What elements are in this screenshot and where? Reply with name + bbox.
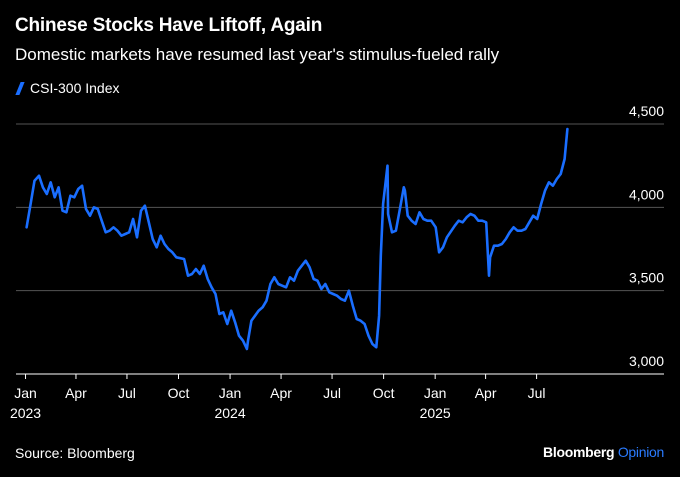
- x-tick-label: Apr: [475, 385, 497, 401]
- x-tick-year-label: 2023: [10, 405, 41, 421]
- series-layer: [25, 127, 569, 351]
- y-tick-label: 4,000: [629, 186, 664, 202]
- x-tick-year-label: 2024: [214, 405, 245, 421]
- x-tick-label: Oct: [373, 385, 395, 401]
- x-tick-year-label: 2025: [420, 405, 451, 421]
- y-tick-label: 3,000: [629, 353, 664, 369]
- series-line-csi-300: [25, 127, 569, 351]
- y-tick-label: 3,500: [629, 270, 664, 286]
- x-tick-label: Oct: [168, 385, 190, 401]
- x-tick-label: Jul: [323, 385, 341, 401]
- x-tick-label: Apr: [270, 385, 292, 401]
- x-tick-label: Jan: [14, 385, 37, 401]
- x-tick-label: Jan: [219, 385, 242, 401]
- x-tick-label: Jul: [528, 385, 546, 401]
- chart-legend: CSI-300 Index: [15, 80, 120, 96]
- chart-title: Chinese Stocks Have Liftoff, Again: [15, 15, 323, 36]
- grid-layer: [16, 123, 664, 292]
- tick-label-layer: 3,000 3,500 4,000 4,500 Jan 2023 Apr Jul Oct Jan 2…: [10, 103, 664, 421]
- brand-name: Bloomberg: [543, 444, 615, 460]
- x-tick-label: Apr: [65, 385, 87, 401]
- x-tick-label: Jan: [424, 385, 447, 401]
- chart-subtitle: Domestic markets have resumed last year'…: [15, 45, 500, 64]
- x-tick-label: Jul: [118, 385, 136, 401]
- y-tick-label: 4,500: [629, 103, 664, 119]
- brand-accent: Opinion: [617, 444, 664, 460]
- source-note: Source: Bloomberg: [15, 445, 135, 461]
- legend-label: CSI-300 Index: [30, 80, 120, 96]
- brand-logo: Bloomberg Opinion: [543, 444, 664, 460]
- axis-layer: [16, 373, 664, 379]
